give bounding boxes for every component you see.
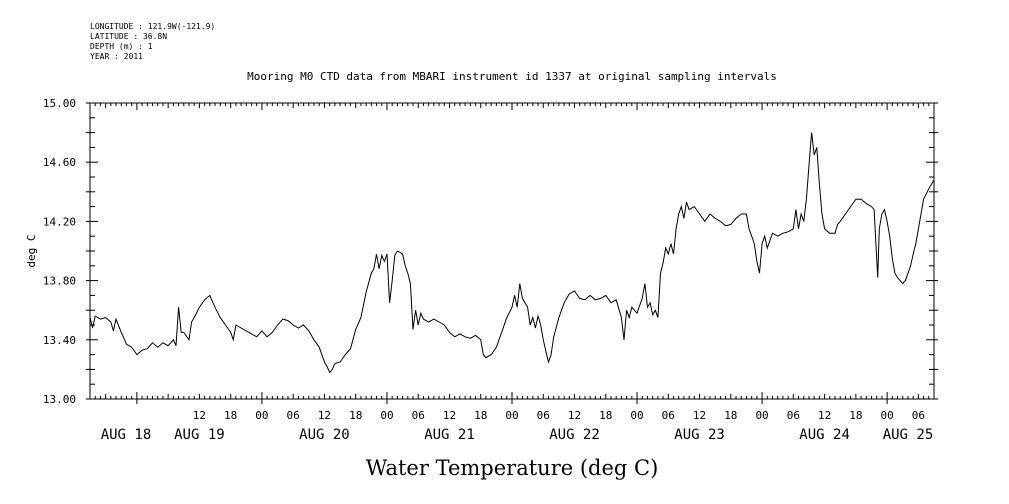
x-tick-label: 12 <box>818 409 831 422</box>
x-tick-label: 12 <box>568 409 581 422</box>
x-tick-label: 06 <box>662 409 675 422</box>
x-tick-label: 00 <box>380 409 393 422</box>
day-label: AUG 23 <box>674 427 725 443</box>
x-tick-label: 12 <box>318 409 331 422</box>
x-tick-label: 00 <box>630 409 643 422</box>
y-tick-label: 14.20 <box>43 215 76 228</box>
x-tick-label: 00 <box>505 409 518 422</box>
day-labels: AUG 18 AUG 19 AUG 20 AUG 21 AUG 22 AUG 23 AUG … <box>101 427 934 443</box>
y-tick-label: 13.80 <box>43 275 76 288</box>
day-label: AUG 18 <box>101 427 152 443</box>
day-label: AUG 25 <box>883 427 934 443</box>
y-tick-label: 13.00 <box>43 393 76 406</box>
x-axis-label: Water Temperature (deg C) <box>366 456 659 480</box>
x-tick-label: 18 <box>474 409 487 422</box>
x-tick-label: 18 <box>224 409 237 422</box>
chart-title: Mooring M0 CTD data from MBARI instrumen… <box>247 70 777 83</box>
x-tick-label: 18 <box>349 409 362 422</box>
x-tick-label: 12 <box>193 409 206 422</box>
x-tick-label: 00 <box>255 409 268 422</box>
x-tick-label: 18 <box>849 409 862 422</box>
x-tick-label: 00 <box>880 409 893 422</box>
x-tick-label: 06 <box>787 409 800 422</box>
y-tick-label: 13.40 <box>43 334 76 347</box>
y-tick-label: 14.60 <box>43 156 76 169</box>
day-label: AUG 20 <box>299 427 350 443</box>
plot-frame <box>89 102 935 400</box>
y-tick-label: 15.00 <box>43 97 76 110</box>
axis-ticks <box>86 102 938 404</box>
day-label: AUG 21 <box>424 427 475 443</box>
x-tick-label: 06 <box>912 409 925 422</box>
x-tick-labels: 12 18 00 06 12 18 00 06 12 18 00 06 12 18 00 06 12 18 00 06… <box>193 409 925 422</box>
day-label: AUG 24 <box>799 427 850 443</box>
day-label: AUG 22 <box>549 427 600 443</box>
y-axis-label: deg C <box>25 234 38 267</box>
day-label: AUG 19 <box>174 427 225 443</box>
x-tick-label: 18 <box>724 409 737 422</box>
x-tick-label: 06 <box>537 409 550 422</box>
series-line <box>89 132 935 374</box>
x-tick-label: 12 <box>693 409 706 422</box>
x-tick-label: 06 <box>287 409 300 422</box>
metadata-block: LONGITUDE : 121.9W(-121.9) LATITUDE : 36… <box>90 22 215 62</box>
x-tick-label: 06 <box>412 409 425 422</box>
y-tick-labels: 13.00 13.40 13.80 14.20 14.60 15.00 <box>43 97 76 406</box>
latitude-text: LATITUDE : 36.8N <box>90 32 168 41</box>
x-tick-label: 00 <box>755 409 768 422</box>
longitude-text: LONGITUDE : 121.9W(-121.9) <box>90 22 216 31</box>
x-tick-label: 12 <box>443 409 456 422</box>
year-text: YEAR : 2011 <box>90 52 143 61</box>
depth-text: DEPTH (m) : 1 <box>90 42 153 51</box>
x-tick-label: 18 <box>599 409 612 422</box>
